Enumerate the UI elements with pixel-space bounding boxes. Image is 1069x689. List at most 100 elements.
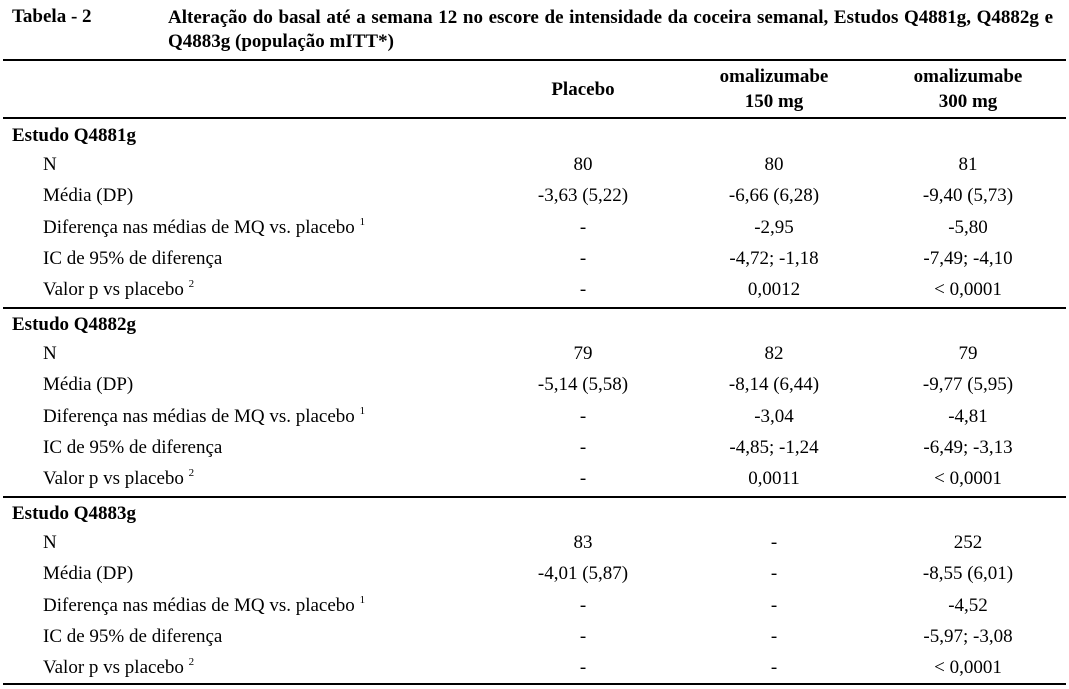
cell: 80 [573, 154, 593, 175]
row-label-text: Diferença nas médias de MQ vs. placebo [43, 405, 355, 427]
cell: -2,95 [754, 216, 794, 238]
cell: - [770, 625, 778, 647]
cell: < 0,0001 [934, 657, 1002, 679]
cell: -4,52 [948, 594, 988, 616]
column-header-line: 300 mg [938, 91, 998, 112]
cell: 81 [958, 154, 978, 175]
row-label-text: Média (DP) [43, 185, 134, 207]
column-header: omalizumabe 300 mg [878, 64, 1058, 114]
column-header-line: omalizumabe [913, 66, 1023, 87]
cell: -5,80 [948, 216, 988, 238]
cell: - [770, 532, 778, 553]
row-label-text: Média (DP) [43, 563, 134, 585]
row-label: Valor p vs placebo 2 [43, 657, 194, 679]
row-label: IC de 95% de diferença [43, 626, 222, 648]
cell: 80 [764, 154, 784, 175]
cell: -5,97; -3,08 [923, 625, 1013, 647]
cell: - [770, 657, 778, 679]
row-label-text: IC de 95% de diferença [43, 436, 223, 458]
row-label: Valor p vs placebo 2 [43, 468, 194, 490]
rule [3, 117, 1066, 119]
row-label: Diferença nas médias de MQ vs. placebo 1 [43, 215, 366, 239]
cell: - [579, 594, 587, 616]
cell: -5,14 (5,58) [537, 374, 629, 396]
cell: -4,81 [948, 405, 988, 427]
section-title: Estudo Q4882g [12, 314, 137, 335]
cell: 79 [958, 343, 978, 364]
row-label: N [43, 532, 57, 554]
cell: < 0,0001 [934, 468, 1002, 490]
section-title: Estudo Q4881g [12, 125, 137, 146]
cell: < 0,0001 [934, 279, 1002, 301]
caption-label: Tabela - 2 [12, 6, 92, 27]
column-header-line: omalizumabe [719, 66, 829, 87]
row-label: Média (DP) [43, 563, 133, 585]
row-label: Média (DP) [43, 374, 133, 396]
cell: -7,49; -4,10 [923, 247, 1013, 269]
cell: -8,55 (6,01) [922, 563, 1014, 585]
column-header-line: 150 mg [744, 91, 804, 112]
cell: - [579, 247, 587, 269]
cell: -3,63 (5,22) [537, 185, 629, 207]
cell: 0,0012 [747, 279, 801, 301]
cell: 252 [953, 532, 983, 553]
cell: 79 [573, 343, 593, 364]
cell: - [579, 625, 587, 647]
cell: - [770, 594, 778, 616]
cell: -9,77 (5,95) [922, 374, 1014, 396]
footnote-ref: 2 [188, 656, 195, 669]
cell: -6,49; -3,13 [923, 436, 1013, 458]
footnote-ref: 1 [359, 215, 366, 228]
cell: - [770, 563, 778, 585]
row-label-text: Valor p vs placebo [43, 657, 184, 679]
row-label-text: N [43, 532, 57, 553]
row-label-text: Valor p vs placebo [43, 279, 184, 301]
rule [3, 496, 1066, 498]
cell: - [579, 216, 587, 238]
rule [3, 683, 1066, 685]
caption-title: Alteração do basal até a semana 12 no es… [168, 7, 1053, 52]
row-label-text: IC de 95% de diferença [43, 625, 223, 647]
row-label-text: Média (DP) [43, 374, 134, 396]
cell: -8,14 (6,44) [728, 374, 820, 396]
cell: - [579, 279, 587, 301]
row-label-text: N [43, 343, 57, 364]
row-label-text: Diferença nas médias de MQ vs. placebo [43, 594, 355, 616]
cell: - [579, 436, 587, 458]
cell: - [579, 468, 587, 490]
row-label: N [43, 343, 57, 365]
cell: -4,01 (5,87) [537, 563, 629, 585]
row-label: Média (DP) [43, 185, 133, 207]
row-label: N [43, 154, 57, 176]
cell: -4,85; -1,24 [729, 436, 819, 458]
cell: 83 [573, 532, 593, 553]
row-label-text: Diferença nas médias de MQ vs. placebo [43, 216, 355, 238]
cell: 0,0011 [748, 468, 800, 490]
row-label: Valor p vs placebo 2 [43, 279, 194, 301]
column-header-line: Placebo [551, 78, 615, 100]
row-label: Diferença nas médias de MQ vs. placebo 1 [43, 404, 366, 428]
column-header: omalizumabe 150 mg [684, 64, 864, 114]
cell: - [579, 657, 587, 679]
cell: -4,72; -1,18 [729, 247, 819, 269]
cell: - [579, 405, 587, 427]
row-label-text: Valor p vs placebo [43, 468, 184, 490]
column-header: Placebo [493, 77, 673, 102]
cell: -3,04 [754, 405, 794, 427]
cell: -6,66 (6,28) [728, 185, 820, 207]
row-label-text: IC de 95% de diferença [43, 247, 223, 269]
row-label: IC de 95% de diferença [43, 437, 222, 459]
cell: 82 [764, 343, 784, 364]
cell: -9,40 (5,73) [922, 185, 1014, 207]
footnote-ref: 2 [188, 278, 195, 291]
footnote-ref: 2 [188, 467, 195, 480]
row-label: IC de 95% de diferença [43, 248, 222, 270]
row-label-text: N [43, 154, 57, 175]
rule [3, 59, 1066, 61]
row-label: Diferença nas médias de MQ vs. placebo 1 [43, 593, 366, 617]
footnote-ref: 1 [359, 593, 366, 606]
section-title: Estudo Q4883g [12, 503, 137, 524]
footnote-ref: 1 [359, 404, 366, 417]
rule [3, 307, 1066, 309]
